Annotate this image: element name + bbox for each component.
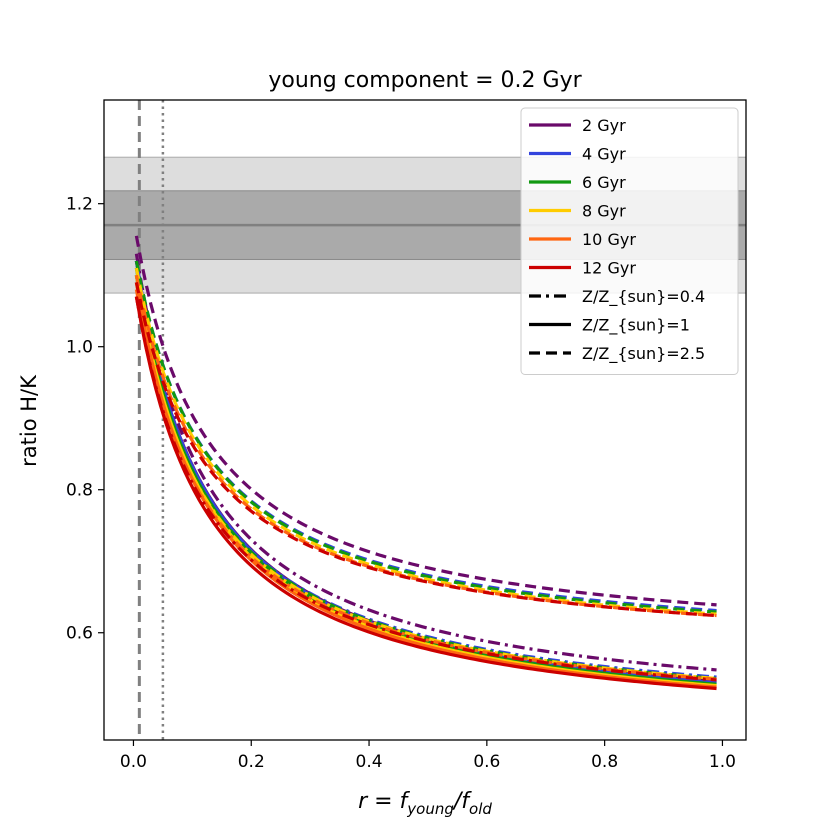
axes-frame xyxy=(103,99,747,741)
legend-label: 8 Gyr xyxy=(582,202,626,221)
legend-box xyxy=(520,107,739,375)
x-tick-label: 1.0 xyxy=(709,752,736,772)
y-axis-ticks: 0.6 0.8 1.0 1.2 xyxy=(66,195,104,644)
legend-label: Z/Z_{sun}=0.4 xyxy=(582,287,705,307)
x-tick-label: 0.8 xyxy=(591,752,618,772)
series-line xyxy=(134,235,717,607)
series-line xyxy=(134,296,717,682)
legend: 2 Gyr 4 Gyr 6 Gyr 8 Gyr 10 Gyr 12 Gyr Z/Z_{sun… xyxy=(520,107,739,375)
x-tick-label: 0.0 xyxy=(120,752,147,772)
legend-label: 2 Gyr xyxy=(582,116,626,135)
chart-title: young component = 0.2 Gyr xyxy=(268,68,582,93)
y-tick-label: 0.8 xyxy=(66,481,93,501)
legend-label: Z/Z_{sun}=1 xyxy=(582,316,690,336)
legend-label: 4 Gyr xyxy=(582,145,626,164)
series-line xyxy=(134,296,717,691)
x-tick-label: 0.4 xyxy=(356,752,383,772)
x-tick-label: 0.2 xyxy=(238,752,265,772)
y-tick-label: 1.0 xyxy=(66,338,93,358)
series-line xyxy=(134,260,717,614)
legend-label: Z/Z_{sun}=2.5 xyxy=(582,344,705,364)
series-line xyxy=(134,282,717,618)
legend-label: 12 Gyr xyxy=(582,259,636,278)
y-tick-label: 0.6 xyxy=(66,624,93,644)
y-axis-label: ratio H/K xyxy=(17,374,41,467)
plot-lines xyxy=(134,235,717,691)
series-line xyxy=(134,282,717,681)
series-line xyxy=(134,289,717,681)
series-line xyxy=(134,253,717,672)
y-tick-label: 1.2 xyxy=(66,195,93,215)
x-axis-label: r = fyoung/fold xyxy=(358,789,492,818)
legend-label: 10 Gyr xyxy=(582,230,636,249)
x-tick-label: 0.6 xyxy=(473,752,500,772)
legend-label: 6 Gyr xyxy=(582,173,626,192)
x-axis-ticks: 0.0 0.2 0.4 0.6 0.8 1.0 xyxy=(120,740,736,772)
reference-lines xyxy=(137,100,165,740)
series-line xyxy=(134,282,717,689)
